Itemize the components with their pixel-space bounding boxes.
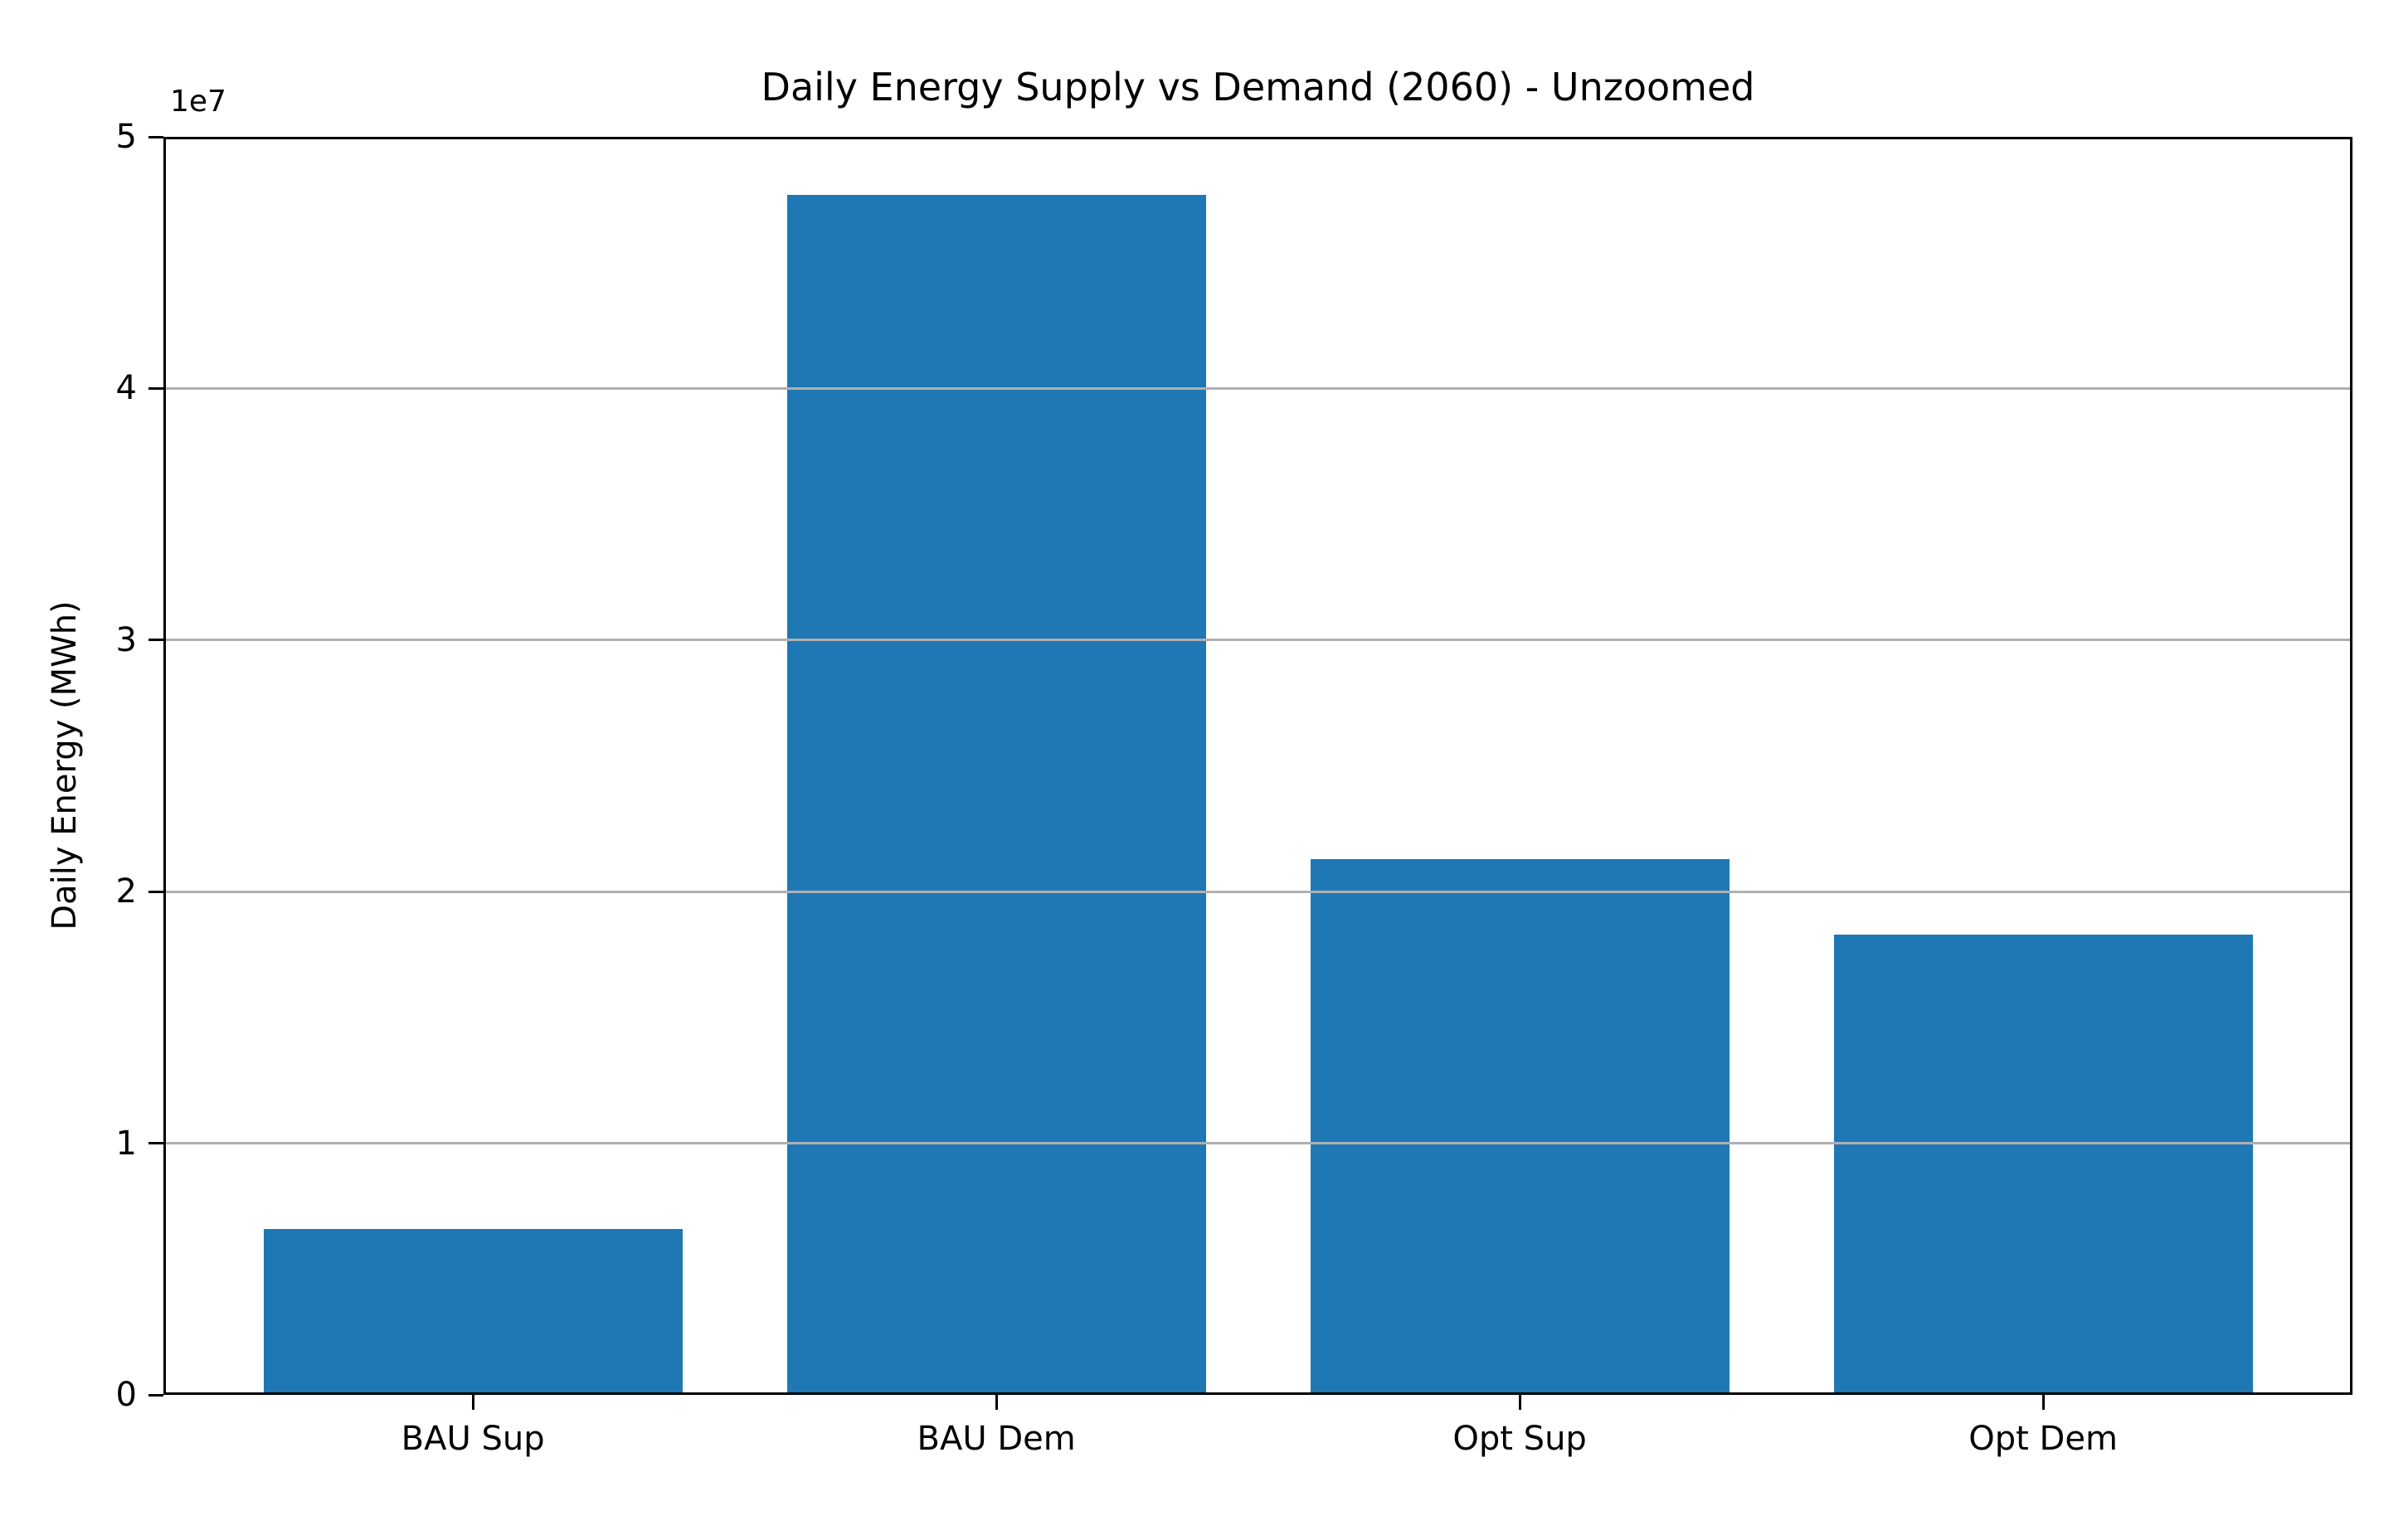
x-tick-mark bbox=[1518, 1395, 1521, 1410]
y-tick-label: 1 bbox=[115, 1124, 137, 1163]
x-tick-mark bbox=[2041, 1395, 2045, 1410]
bar-opt-sup bbox=[1310, 858, 1730, 1395]
bar-bau-dem bbox=[786, 194, 1206, 1395]
y-tick-mark bbox=[148, 1393, 163, 1397]
plot-area bbox=[163, 137, 2352, 1395]
y-tick-mark bbox=[148, 386, 163, 390]
bar-bau-sup bbox=[263, 1228, 683, 1395]
bars-layer bbox=[163, 137, 2352, 1395]
gridline bbox=[163, 1142, 2352, 1145]
x-tick-mark bbox=[471, 1395, 474, 1410]
x-tick-label: BAU Sup bbox=[401, 1420, 545, 1458]
x-tick-label: Opt Sup bbox=[1452, 1420, 1587, 1458]
y-tick-label: 4 bbox=[115, 369, 137, 408]
grid-layer bbox=[163, 137, 2352, 1395]
bar-opt-dem bbox=[1833, 934, 2253, 1395]
y-tick-label: 0 bbox=[115, 1376, 137, 1414]
y-tick-label: 2 bbox=[115, 872, 137, 911]
y-axis-offset-text: 1e7 bbox=[170, 85, 226, 119]
gridline bbox=[163, 639, 2352, 642]
y-tick-label: 3 bbox=[115, 620, 137, 659]
y-tick-mark bbox=[148, 639, 163, 642]
y-tick-mark bbox=[148, 135, 163, 138]
y-tick-label: 5 bbox=[115, 118, 137, 156]
gridline bbox=[163, 890, 2352, 893]
y-tick-mark bbox=[148, 890, 163, 893]
chart-title: Daily Energy Supply vs Demand (2060) - U… bbox=[761, 65, 1755, 109]
x-tick-mark bbox=[995, 1395, 998, 1410]
x-tick-label: BAU Dem bbox=[917, 1420, 1076, 1458]
x-tick-label: Opt Dem bbox=[1968, 1420, 2118, 1458]
gridline bbox=[163, 386, 2352, 390]
y-tick-mark bbox=[148, 1142, 163, 1145]
